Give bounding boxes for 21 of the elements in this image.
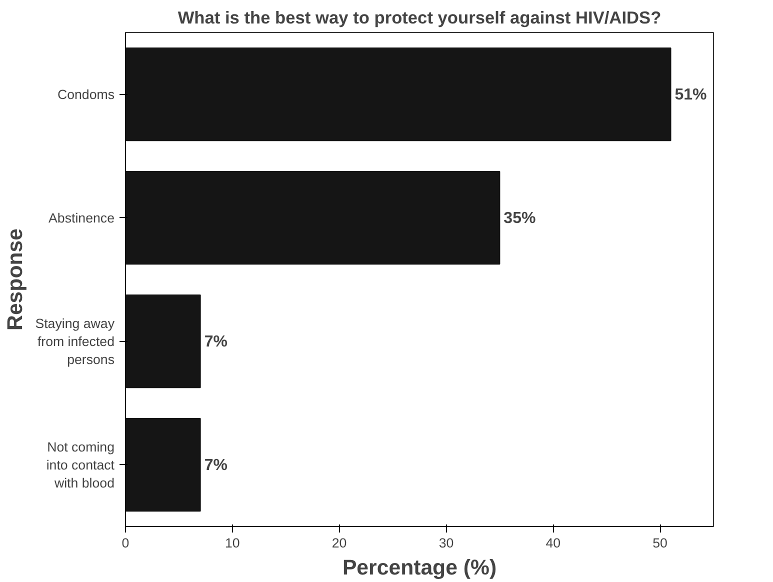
data-label: 35%: [504, 210, 536, 227]
bar: [126, 47, 672, 142]
bar: [126, 294, 201, 388]
y-axis-title: Response: [3, 228, 28, 330]
x-axis-title: Percentage (%): [342, 556, 497, 580]
x-tick-label: 10: [224, 536, 240, 550]
data-label: 7%: [204, 333, 228, 350]
data-label: 51%: [674, 86, 707, 104]
x-tick-label: 30: [438, 536, 454, 550]
y-tick-label: Condoms: [57, 86, 115, 102]
x-tick-label: 0: [122, 536, 130, 550]
y-tick-label: Staying away from infected persons: [35, 316, 115, 367]
data-label: 7%: [204, 456, 228, 474]
x-tick-label: 50: [652, 536, 668, 550]
y-tick-label: Abstinence: [48, 210, 115, 226]
x-tick-label: 40: [546, 536, 561, 550]
bar: [126, 170, 500, 265]
y-tick-label: Not coming into contact with blood: [46, 439, 115, 490]
chart-title: What is the best way to protect yourself against HIV/AIDS?: [178, 8, 662, 28]
bar: [126, 418, 201, 512]
x-tick-label: 20: [332, 536, 347, 550]
